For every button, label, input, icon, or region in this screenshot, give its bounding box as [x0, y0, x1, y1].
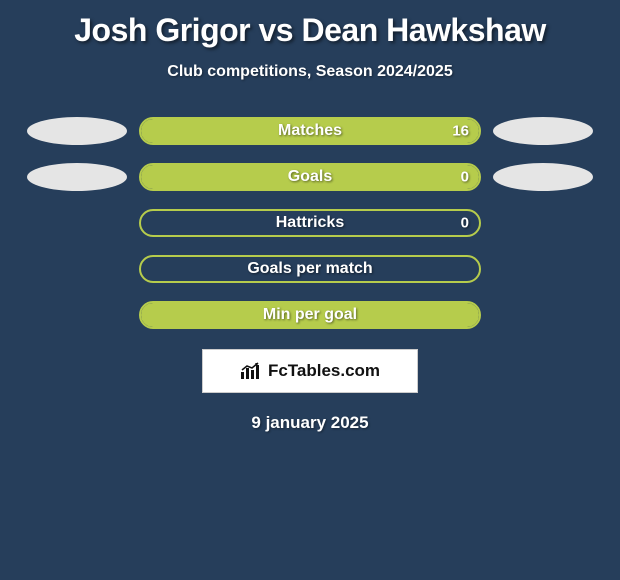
stat-bar: Goals0: [139, 163, 481, 191]
page-title: Josh Grigor vs Dean Hawkshaw: [0, 0, 620, 49]
brand-chart-icon: [240, 362, 262, 380]
player-right-placeholder: [493, 117, 593, 145]
stat-label: Goals per match: [141, 260, 479, 278]
stat-label: Min per goal: [141, 306, 479, 324]
stat-value: 0: [461, 169, 469, 186]
stat-value: 16: [452, 123, 469, 140]
stat-row: Min per goal: [0, 301, 620, 329]
comparison-rows: Matches16Goals0Hattricks0Goals per match…: [0, 117, 620, 329]
player-left-placeholder: [27, 117, 127, 145]
stat-row: Goals0: [0, 163, 620, 191]
stat-value: 0: [461, 215, 469, 232]
date-line: 9 january 2025: [0, 413, 620, 433]
stat-bar: Matches16: [139, 117, 481, 145]
stat-row: Goals per match: [0, 255, 620, 283]
stat-label: Hattricks: [141, 214, 479, 232]
brand-text: FcTables.com: [268, 361, 380, 381]
stat-bar: Hattricks0: [139, 209, 481, 237]
stat-bar: Min per goal: [139, 301, 481, 329]
subtitle: Club competitions, Season 2024/2025: [0, 63, 620, 81]
stat-row: Matches16: [0, 117, 620, 145]
stat-label: Matches: [141, 122, 479, 140]
stat-label: Goals: [141, 168, 479, 186]
brand-box: FcTables.com: [202, 349, 418, 393]
player-left-placeholder: [27, 163, 127, 191]
player-right-placeholder: [493, 163, 593, 191]
stat-bar: Goals per match: [139, 255, 481, 283]
stat-row: Hattricks0: [0, 209, 620, 237]
